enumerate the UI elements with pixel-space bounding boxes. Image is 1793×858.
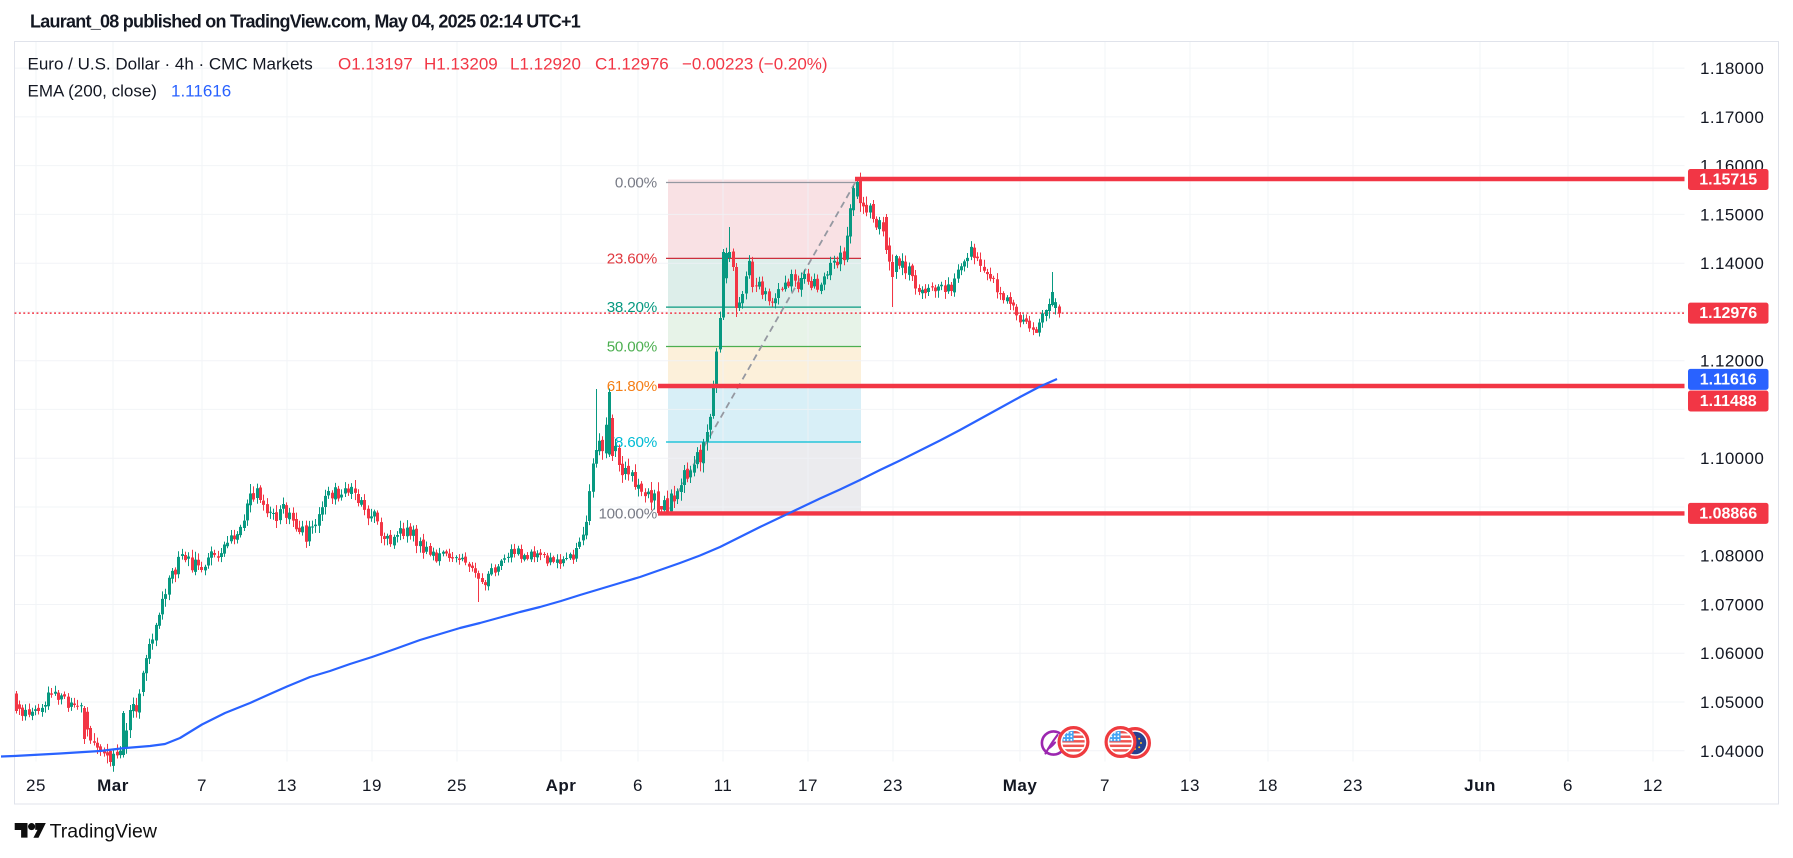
svg-text:EMA (200, close): EMA (200, close) — [28, 82, 157, 101]
svg-text:1.12000: 1.12000 — [1700, 352, 1764, 371]
svg-text:1.14000: 1.14000 — [1700, 254, 1764, 273]
svg-text:1.17000: 1.17000 — [1700, 108, 1764, 127]
svg-text:7: 7 — [197, 776, 207, 795]
svg-text:May: May — [1003, 776, 1038, 795]
svg-text:1.12976: 1.12976 — [1699, 305, 1757, 322]
svg-text:1.04000: 1.04000 — [1700, 742, 1764, 761]
svg-text:O1.13197: O1.13197 — [338, 55, 413, 74]
svg-text:Apr: Apr — [546, 776, 577, 795]
svg-text:38.20%: 38.20% — [607, 299, 657, 316]
svg-text:6: 6 — [1563, 776, 1573, 795]
svg-text:25: 25 — [447, 776, 467, 795]
svg-text:1.11488: 1.11488 — [1700, 393, 1757, 410]
svg-text:100.00%: 100.00% — [598, 506, 657, 523]
svg-text:23.60%: 23.60% — [607, 250, 657, 267]
svg-text:0.00%: 0.00% — [615, 175, 657, 192]
svg-text:1.11616: 1.11616 — [171, 82, 231, 101]
svg-text:1.15000: 1.15000 — [1700, 205, 1764, 224]
svg-text:1.15715: 1.15715 — [1699, 172, 1757, 189]
svg-text:25: 25 — [26, 776, 46, 795]
svg-text:C1.12976: C1.12976 — [595, 55, 669, 74]
svg-text:18: 18 — [1258, 776, 1278, 795]
svg-text:1.05000: 1.05000 — [1700, 693, 1764, 712]
svg-text:6: 6 — [633, 776, 643, 795]
svg-text:1.08866: 1.08866 — [1699, 505, 1757, 522]
svg-text:7: 7 — [1100, 776, 1110, 795]
svg-text:Euro / U.S. Dollar · 4h · CMC: Euro / U.S. Dollar · 4h · CMC Markets — [28, 55, 313, 74]
svg-text:1.18000: 1.18000 — [1700, 59, 1764, 78]
svg-text:61.80%: 61.80% — [607, 378, 657, 395]
svg-text:1.07000: 1.07000 — [1700, 596, 1764, 615]
svg-text:H1.13209: H1.13209 — [424, 55, 498, 74]
svg-text:23: 23 — [1343, 776, 1363, 795]
svg-text:50.00%: 50.00% — [607, 339, 657, 356]
svg-text:13: 13 — [1180, 776, 1200, 795]
svg-text:Laurant_08 published on Tradin: Laurant_08 published on TradingView.com,… — [30, 12, 581, 32]
svg-text:17: 17 — [798, 776, 818, 795]
svg-text:Mar: Mar — [97, 776, 129, 795]
svg-text:19: 19 — [362, 776, 382, 795]
svg-text:11: 11 — [714, 776, 733, 795]
svg-text:L1.12920: L1.12920 — [510, 55, 581, 74]
svg-text:13: 13 — [277, 776, 297, 795]
svg-text:1.10000: 1.10000 — [1700, 449, 1764, 468]
svg-text:TradingView: TradingView — [50, 821, 158, 843]
svg-text:1.11616: 1.11616 — [1700, 371, 1757, 388]
svg-text:1.06000: 1.06000 — [1700, 644, 1764, 663]
svg-text:−0.00223 (−0.20%): −0.00223 (−0.20%) — [682, 55, 828, 74]
svg-text:Jun: Jun — [1464, 776, 1496, 795]
svg-text:12: 12 — [1643, 776, 1663, 795]
svg-text:23: 23 — [883, 776, 903, 795]
svg-text:1.08000: 1.08000 — [1700, 547, 1764, 566]
